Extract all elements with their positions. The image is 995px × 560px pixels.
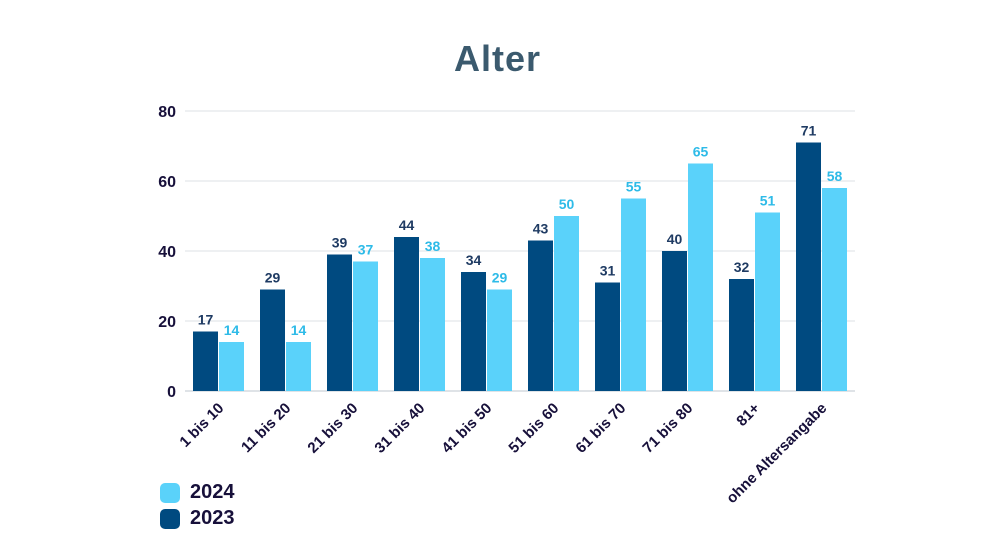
bar-2024: [219, 342, 244, 391]
bar-2023: [528, 240, 553, 391]
data-label-2023: 43: [533, 221, 549, 237]
x-tick-label: 81+: [733, 400, 763, 430]
legend-swatch-2023: [160, 508, 180, 529]
y-tick-label: 40: [158, 244, 176, 261]
chart-title: Alter: [453, 38, 542, 79]
legend-swatch-2024: [160, 482, 180, 503]
data-label-2024: 51: [760, 193, 776, 209]
data-label-2024: 58: [827, 168, 843, 184]
data-label-2024: 14: [224, 322, 240, 338]
legend-label-2023: 2023: [190, 507, 235, 530]
data-label-2023: 32: [734, 259, 750, 275]
bar-2023: [796, 142, 821, 391]
x-tick-label: 31 bis 40: [371, 400, 428, 457]
bar-2024: [621, 198, 646, 391]
bar-2023: [193, 331, 218, 391]
bar-2024: [688, 163, 713, 391]
data-label-2024: 29: [492, 270, 508, 286]
data-label-2024: 50: [559, 196, 575, 212]
bar-2024: [487, 289, 512, 391]
data-label-2024: 37: [358, 242, 374, 258]
data-label-2023: 17: [198, 312, 214, 328]
legend-item-2023: 2023: [160, 507, 235, 530]
y-tick-label: 0: [167, 384, 176, 401]
data-label-2023: 31: [600, 263, 616, 279]
bars: [193, 142, 847, 391]
bar-2023: [729, 279, 754, 391]
data-label-2024: 14: [291, 322, 307, 338]
data-label-2023: 39: [332, 235, 348, 251]
y-tick-label: 60: [158, 174, 176, 191]
data-label-2023: 44: [399, 217, 415, 233]
y-axis-ticks: 0 20 40 60 80: [158, 104, 176, 401]
x-tick-label: 51 bis 60: [505, 400, 562, 457]
bar-2024: [554, 216, 579, 391]
x-tick-label: 71 bis 80: [639, 400, 696, 457]
data-labels: 17 14 29 14 39 37 44 38 34 29 43 50 31 55 40 65 32 51 71 58: [198, 123, 843, 339]
x-tick-label: 1 bis 10: [176, 400, 227, 451]
bar-2023: [327, 254, 352, 391]
legend-item-2024: 2024: [160, 481, 235, 504]
x-tick-label: 21 bis 30: [304, 400, 361, 457]
legend-label-2024: 2024: [190, 481, 235, 504]
bar-2023: [595, 282, 620, 391]
x-tick-label: 11 bis 20: [238, 400, 294, 456]
bar-2024: [353, 261, 378, 391]
bar-2024: [286, 342, 311, 391]
x-axis-ticks: 1 bis 10 11 bis 20 21 bis 30 31 bis 40 41 bi…: [176, 400, 830, 507]
x-tick-label: 41 bis 50: [438, 400, 495, 457]
grid-lines: [185, 110, 855, 392]
bar-2023: [662, 251, 687, 391]
data-label-2024: 65: [693, 144, 709, 160]
data-label-2024: 38: [425, 238, 441, 254]
y-tick-label: 80: [158, 104, 176, 121]
data-label-2023: 40: [667, 231, 683, 247]
bar-2023: [461, 272, 486, 391]
bar-2024: [822, 188, 847, 391]
data-label-2023: 34: [466, 252, 482, 268]
bar-2024: [755, 212, 780, 391]
bar-2024: [420, 258, 445, 391]
data-label-2023: 29: [265, 270, 281, 286]
x-tick-label: 61 bis 70: [572, 400, 629, 457]
data-label-2023: 71: [801, 123, 817, 139]
bar-2023: [394, 237, 419, 391]
y-tick-label: 20: [158, 314, 176, 331]
bar-2023: [260, 289, 285, 391]
data-label-2024: 55: [626, 179, 642, 195]
